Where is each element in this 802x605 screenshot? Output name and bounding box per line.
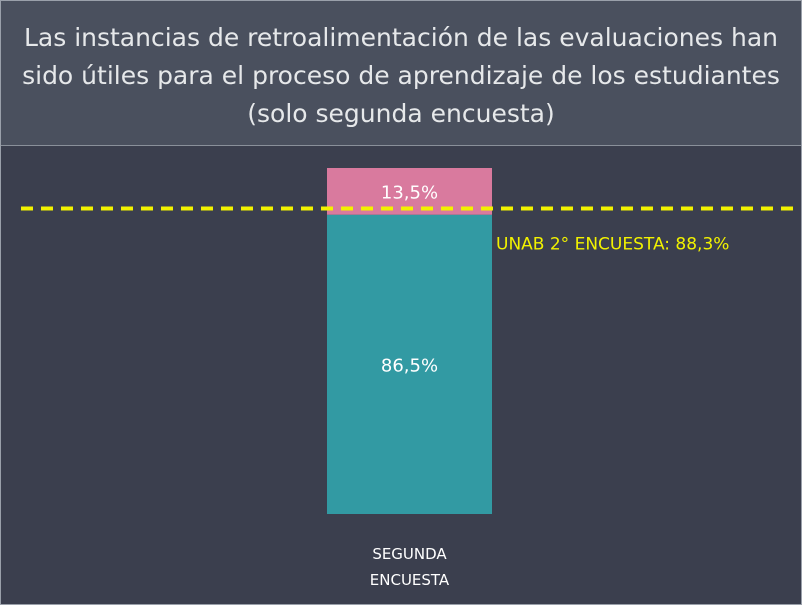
value-label: 86,5% [381,355,438,376]
title-panel: Las instancias de retroalimentación de l… [1,1,801,146]
chart-title: Las instancias de retroalimentación de l… [22,23,780,128]
bar-segment [327,214,492,514]
value-label: 13,5% [381,182,438,203]
reference-label: UNAB 2° ENCUESTA: 88,3% [496,234,729,254]
x-tick-label: SEGUNDA ENCUESTA [369,545,450,589]
